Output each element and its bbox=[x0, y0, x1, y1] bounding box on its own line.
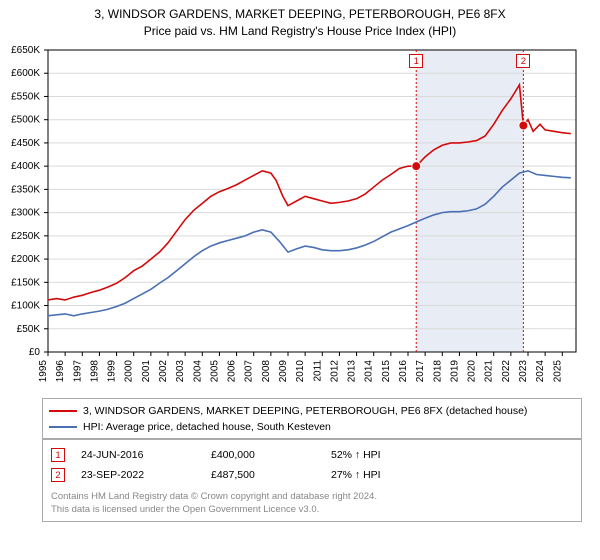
svg-text:2010: 2010 bbox=[295, 360, 306, 383]
svg-text:£450K: £450K bbox=[11, 138, 40, 149]
svg-text:£650K: £650K bbox=[11, 45, 40, 56]
svg-text:2011: 2011 bbox=[312, 360, 323, 382]
svg-text:2023: 2023 bbox=[518, 360, 529, 383]
title-line-1: 3, WINDSOR GARDENS, MARKET DEEPING, PETE… bbox=[94, 7, 505, 21]
footer-line-2: This data is licensed under the Open Gov… bbox=[51, 504, 319, 515]
svg-text:£200K: £200K bbox=[11, 254, 40, 265]
svg-text:2021: 2021 bbox=[484, 360, 495, 383]
svg-text:2008: 2008 bbox=[261, 360, 272, 383]
title-line-2: Price paid vs. HM Land Registry's House … bbox=[144, 24, 456, 38]
svg-text:2014: 2014 bbox=[364, 360, 375, 383]
svg-text:£150K: £150K bbox=[11, 277, 40, 288]
legend-swatch-hpi bbox=[49, 426, 77, 428]
svg-text:1996: 1996 bbox=[55, 360, 66, 383]
sales-marker-2: 2 bbox=[51, 468, 65, 482]
legend-swatch-property bbox=[49, 410, 77, 412]
sales-table: 1 24-JUN-2016 £400,000 52% ↑ HPI 2 23-SE… bbox=[42, 438, 582, 522]
svg-text:2004: 2004 bbox=[192, 360, 203, 383]
svg-text:1995: 1995 bbox=[38, 360, 49, 383]
svg-text:2019: 2019 bbox=[449, 360, 460, 383]
svg-text:2006: 2006 bbox=[227, 360, 238, 383]
chart-svg: £0£50K£100K£150K£200K£250K£300K£350K£400… bbox=[42, 46, 582, 386]
svg-text:2018: 2018 bbox=[432, 360, 443, 383]
svg-text:2000: 2000 bbox=[124, 360, 135, 383]
sales-marker-1: 1 bbox=[51, 448, 65, 462]
svg-text:2025: 2025 bbox=[552, 360, 563, 383]
svg-text:£350K: £350K bbox=[11, 184, 40, 195]
sales-row-2: 2 23-SEP-2022 £487,500 27% ↑ HPI bbox=[51, 465, 573, 485]
svg-text:2020: 2020 bbox=[467, 360, 478, 383]
chart-title: 3, WINDSOR GARDENS, MARKET DEEPING, PETE… bbox=[0, 0, 600, 40]
svg-text:2017: 2017 bbox=[415, 360, 426, 383]
svg-text:£50K: £50K bbox=[17, 324, 41, 335]
legend-row-property: 3, WINDSOR GARDENS, MARKET DEEPING, PETE… bbox=[49, 403, 575, 419]
sales-date-1: 24-JUN-2016 bbox=[81, 449, 211, 461]
svg-text:£600K: £600K bbox=[11, 68, 40, 79]
svg-text:£100K: £100K bbox=[11, 301, 40, 312]
svg-text:1997: 1997 bbox=[72, 360, 83, 383]
legend: 3, WINDSOR GARDENS, MARKET DEEPING, PETE… bbox=[42, 398, 582, 440]
event-label-2: 2 bbox=[516, 54, 530, 68]
svg-text:2007: 2007 bbox=[244, 360, 255, 383]
sales-price-2: £487,500 bbox=[211, 469, 331, 481]
svg-text:2015: 2015 bbox=[381, 360, 392, 383]
svg-text:£300K: £300K bbox=[11, 208, 40, 219]
chart-container: 3, WINDSOR GARDENS, MARKET DEEPING, PETE… bbox=[0, 0, 600, 560]
svg-text:2012: 2012 bbox=[329, 360, 340, 383]
svg-text:£250K: £250K bbox=[11, 231, 40, 242]
svg-text:2009: 2009 bbox=[278, 360, 289, 383]
event-label-1: 1 bbox=[409, 54, 423, 68]
svg-text:£0: £0 bbox=[29, 347, 41, 358]
svg-text:2005: 2005 bbox=[209, 360, 220, 383]
sales-row-1: 1 24-JUN-2016 £400,000 52% ↑ HPI bbox=[51, 445, 573, 465]
svg-text:£400K: £400K bbox=[11, 161, 40, 172]
svg-text:£500K: £500K bbox=[11, 115, 40, 126]
svg-text:2013: 2013 bbox=[347, 360, 358, 383]
sales-diff-1: 52% ↑ HPI bbox=[331, 449, 451, 461]
svg-text:1998: 1998 bbox=[89, 360, 100, 383]
legend-row-hpi: HPI: Average price, detached house, Sout… bbox=[49, 419, 575, 435]
sales-price-1: £400,000 bbox=[211, 449, 331, 461]
legend-label-hpi: HPI: Average price, detached house, Sout… bbox=[83, 421, 331, 433]
svg-text:1999: 1999 bbox=[107, 360, 118, 383]
legend-label-property: 3, WINDSOR GARDENS, MARKET DEEPING, PETE… bbox=[83, 405, 527, 417]
svg-text:2003: 2003 bbox=[175, 360, 186, 383]
footer-line-1: Contains HM Land Registry data © Crown c… bbox=[51, 491, 377, 502]
sales-date-2: 23-SEP-2022 bbox=[81, 469, 211, 481]
svg-text:2002: 2002 bbox=[158, 360, 169, 383]
sales-diff-2: 27% ↑ HPI bbox=[331, 469, 451, 481]
chart-area: £0£50K£100K£150K£200K£250K£300K£350K£400… bbox=[42, 46, 582, 386]
svg-text:2024: 2024 bbox=[535, 360, 546, 383]
footer: Contains HM Land Registry data © Crown c… bbox=[51, 485, 573, 517]
svg-text:2016: 2016 bbox=[398, 360, 409, 383]
svg-text:2022: 2022 bbox=[501, 360, 512, 383]
svg-text:2001: 2001 bbox=[141, 360, 152, 383]
svg-text:£550K: £550K bbox=[11, 91, 40, 102]
